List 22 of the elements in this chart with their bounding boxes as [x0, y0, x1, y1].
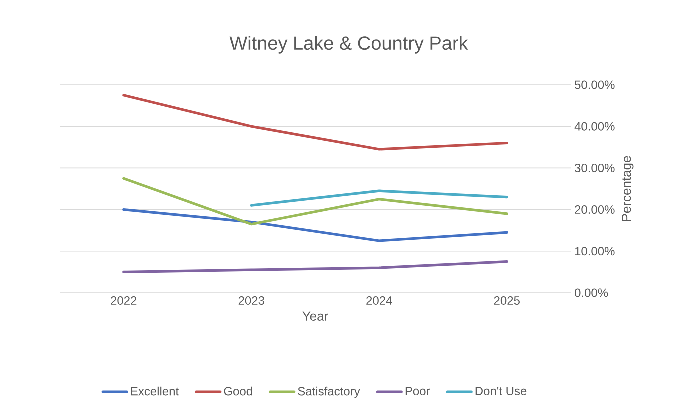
x-tick-label: 2025: [494, 296, 520, 306]
line-series: [122, 260, 508, 274]
x-axis-title: Year: [302, 312, 328, 321]
y-tick-label: 50.00%: [575, 80, 615, 90]
legend-label: Don't Use: [476, 387, 527, 396]
line-series: [122, 177, 508, 226]
y-tick-label: 10.00%: [575, 247, 615, 256]
x-tick-label: 2024: [366, 296, 392, 306]
y-tick-label: 20.00%: [575, 206, 615, 214]
legend-label: Good: [224, 386, 252, 396]
chart-title: Witney Lake & Country Park: [230, 36, 468, 54]
legend-label: Satisfactory: [298, 386, 360, 398]
y-tick-label: 0.00%: [575, 288, 608, 298]
y-tick-label: 40.00%: [574, 122, 615, 131]
x-tick-label: 2022: [111, 296, 137, 306]
x-tick-label: 2023: [238, 296, 264, 306]
legend-label: Excellent: [131, 386, 179, 396]
line-series: [122, 94, 508, 151]
y-axis-title: Percentage: [622, 156, 634, 222]
y-tick-label: 30.00%: [574, 164, 615, 172]
line-series: [122, 208, 508, 242]
legend-label: Poor: [406, 387, 430, 396]
